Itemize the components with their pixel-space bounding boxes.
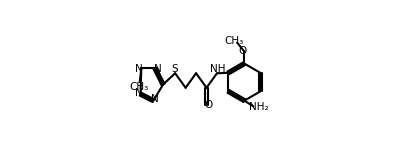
- Text: N: N: [134, 64, 142, 74]
- Text: O: O: [238, 46, 247, 56]
- Text: NH: NH: [210, 64, 226, 74]
- Text: S: S: [172, 64, 179, 74]
- Text: NH₂: NH₂: [249, 102, 269, 112]
- Text: CH₃: CH₃: [225, 36, 244, 46]
- Text: N: N: [151, 94, 159, 104]
- Text: N: N: [154, 64, 162, 74]
- Text: O: O: [205, 100, 213, 110]
- Text: N: N: [135, 88, 143, 98]
- Text: CH₃: CH₃: [130, 82, 149, 92]
